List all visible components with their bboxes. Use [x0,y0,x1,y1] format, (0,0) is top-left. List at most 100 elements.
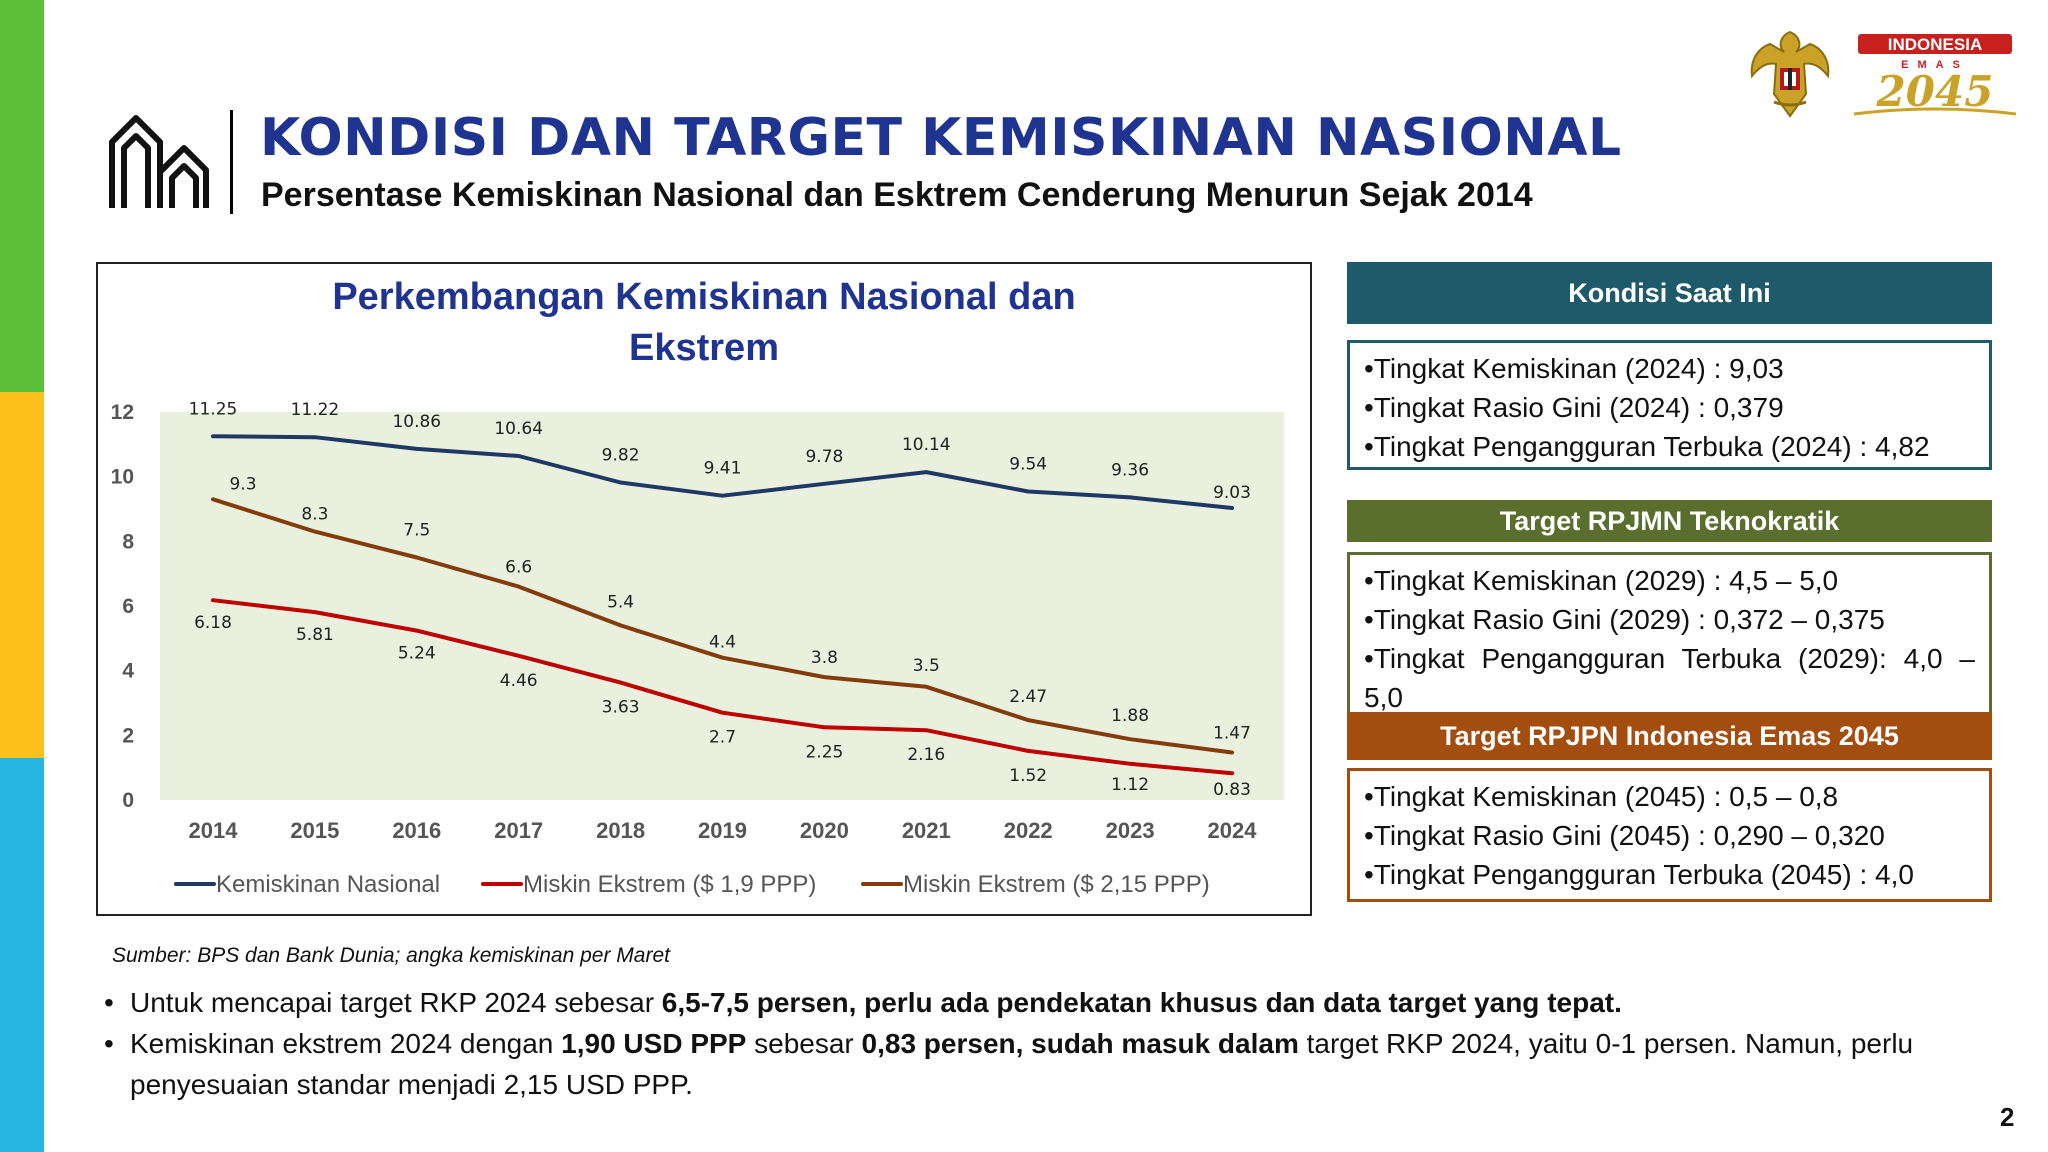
y-tick-label: 12 [111,401,134,424]
header-divider [230,110,233,214]
bullet-text: sebesar [746,1028,862,1059]
bullet-item: Untuk mencapai target RKP 2024 sebesar 6… [104,982,2004,1023]
sidebar-stripe-yellow [0,392,44,758]
chart-title: Perkembangan Kemiskinan Nasional dan Ekst… [332,276,1075,369]
data-label: 9.36 [1111,460,1149,480]
data-label: 4.46 [500,671,538,691]
panel-item: •Tingkat Rasio Gini (2045) : 0,290 – 0,3… [1364,820,1885,851]
data-label: 3.63 [602,698,640,718]
summary-bullets: Untuk mencapai target RKP 2024 sebesar 6… [104,982,2004,1105]
data-label: 9.78 [805,447,843,467]
panel-item: •Tingkat Pengangguran Terbuka (2045) : 4… [1364,859,1914,890]
panel-item: •Tingkat Kemiskinan (2024) : 9,03 [1364,353,1784,384]
panel-heading-rpjmn: Target RPJMN Teknokratik [1347,500,1992,542]
data-label: 2.47 [1009,687,1047,707]
page-title: KONDISI DAN TARGET KEMISKINAN NASIONAL [260,108,1622,168]
bullet-bold: 6,5-7,5 persen, perlu ada pendekatan khu… [661,987,1622,1018]
x-tick-label: 2016 [392,818,441,843]
bullet-bold: 1,90 USD PPP [561,1028,747,1059]
data-label: 1.88 [1111,706,1149,726]
x-tick-label: 2015 [290,818,339,843]
data-label: 2.16 [907,745,945,765]
data-label: 6.6 [505,558,532,578]
data-label: 9.3 [229,474,256,494]
panel-item: •Tingkat Kemiskinan (2045) : 0,5 – 0,8 [1364,781,1839,812]
bullet-text: Kemiskinan ekstrem 2024 dengan [130,1028,562,1059]
panel-body-kondisi: •Tingkat Kemiskinan (2024) : 9,03 •Tingk… [1347,340,1992,470]
x-tick-label: 2017 [494,818,543,843]
panel-body-rpjpn: •Tingkat Kemiskinan (2045) : 0,5 – 0,8 •… [1347,768,1992,902]
data-label: 6.18 [194,613,232,633]
data-label: 0.83 [1213,780,1251,800]
y-tick-label: 6 [122,595,134,618]
source-note: Sumber: BPS dan Bank Dunia; angka kemisk… [112,944,670,967]
x-tick-label: 2021 [902,818,951,843]
legend-label-3: Miskin Ekstrem ($ 2,15 PPP) [903,871,1210,898]
data-label: 5.4 [607,592,634,612]
data-label: 3.5 [913,656,940,676]
x-tick-label: 2023 [1106,818,1155,843]
series-line-1 [211,434,1234,510]
data-label: 11.22 [291,400,340,420]
page-subtitle: Persentase Kemiskinan Nasional dan Esktr… [261,176,1533,214]
emas-logo-top-text: INDONESIA [1888,35,1982,54]
data-label: 3.8 [811,648,838,668]
x-tick-label: 2020 [800,818,849,843]
legend-label-1: Kemiskinan Nasional [216,871,440,898]
x-tick-label: 2022 [1004,818,1053,843]
data-label: 9.54 [1009,455,1047,475]
page-number: 2 [2000,1102,2015,1132]
x-tick-label: 2019 [698,818,747,843]
panel-item: •Tingkat Rasio Gini (2024) : 0,379 [1364,392,1784,423]
chart-container: Perkembangan Kemiskinan Nasional dan Ekst… [96,262,1312,916]
data-label: 4.4 [709,633,736,653]
data-label: 11.25 [189,399,238,419]
x-tick-label: 2018 [596,818,645,843]
data-label: 10.14 [902,435,951,455]
data-label: 1.52 [1009,766,1047,786]
data-label: 7.5 [403,521,430,541]
data-label: 1.47 [1213,723,1251,743]
x-tick-label: 2014 [189,818,239,843]
data-label: 10.64 [494,419,543,439]
sidebar-stripes [0,0,44,1152]
y-tick-label: 2 [122,724,134,747]
data-label: 10.86 [392,412,441,432]
emas-logo-mid-text: EMAS [1901,59,1969,71]
x-tick-label: 2024 [1208,818,1258,843]
data-label: 2.7 [709,728,736,748]
garuda-emblem [1750,30,1830,118]
sidebar-stripe-blue [0,758,44,1152]
sidebar-stripe-green [0,0,44,392]
series-line-2 [211,598,1234,776]
institution-logo [109,115,209,208]
data-label: 2.25 [805,742,843,762]
indonesia-emas-logo: INDONESIA EMAS 2045 [1853,34,2017,116]
panel-item: •Tingkat Rasio Gini (2029) : 0,372 – 0,3… [1364,604,1885,635]
data-label: 8.3 [301,505,328,525]
panel-item: •Tingkat Pengangguran Terbuka (2029): 4,… [1364,643,1975,713]
data-label: 5.24 [398,644,436,664]
data-label: 9.82 [602,445,640,465]
series-line-3 [211,497,1234,755]
bullet-item: Kemiskinan ekstrem 2024 dengan 1,90 USD … [104,1023,2004,1105]
data-label: 9.41 [704,459,742,479]
data-label: 5.81 [296,625,334,645]
bullet-text: Untuk mencapai target RKP 2024 sebesar [130,987,662,1018]
panel-body-rpjmn: •Tingkat Kemiskinan (2029) : 4,5 – 5,0 •… [1347,552,1992,720]
panel-heading-kondisi: Kondisi Saat Ini [1347,262,1992,324]
panel-item: •Tingkat Kemiskinan (2029) : 4,5 – 5,0 [1364,565,1839,596]
legend-label-2: Miskin Ekstrem ($ 1,9 PPP) [523,871,816,898]
data-label: 1.12 [1111,775,1149,795]
panel-heading-rpjpn: Target RPJPN Indonesia Emas 2045 [1347,712,1992,760]
y-tick-label: 10 [111,466,134,489]
y-tick-label: 8 [122,530,134,553]
panel-item: •Tingkat Pengangguran Terbuka (2024) : 4… [1364,431,1930,462]
bullet-bold: 0,83 persen, sudah masuk dalam [861,1028,1299,1059]
data-label: 9.03 [1213,483,1251,503]
poverty-line-chart: Perkembangan Kemiskinan Nasional dan Ekst… [111,276,1284,898]
y-tick-label: 4 [122,660,134,683]
plot-area [160,412,1284,800]
y-tick-label: 0 [122,789,134,812]
bullet-text: target RKP 2024, yaitu 0-1 persen. Namun… [130,1028,1914,1100]
